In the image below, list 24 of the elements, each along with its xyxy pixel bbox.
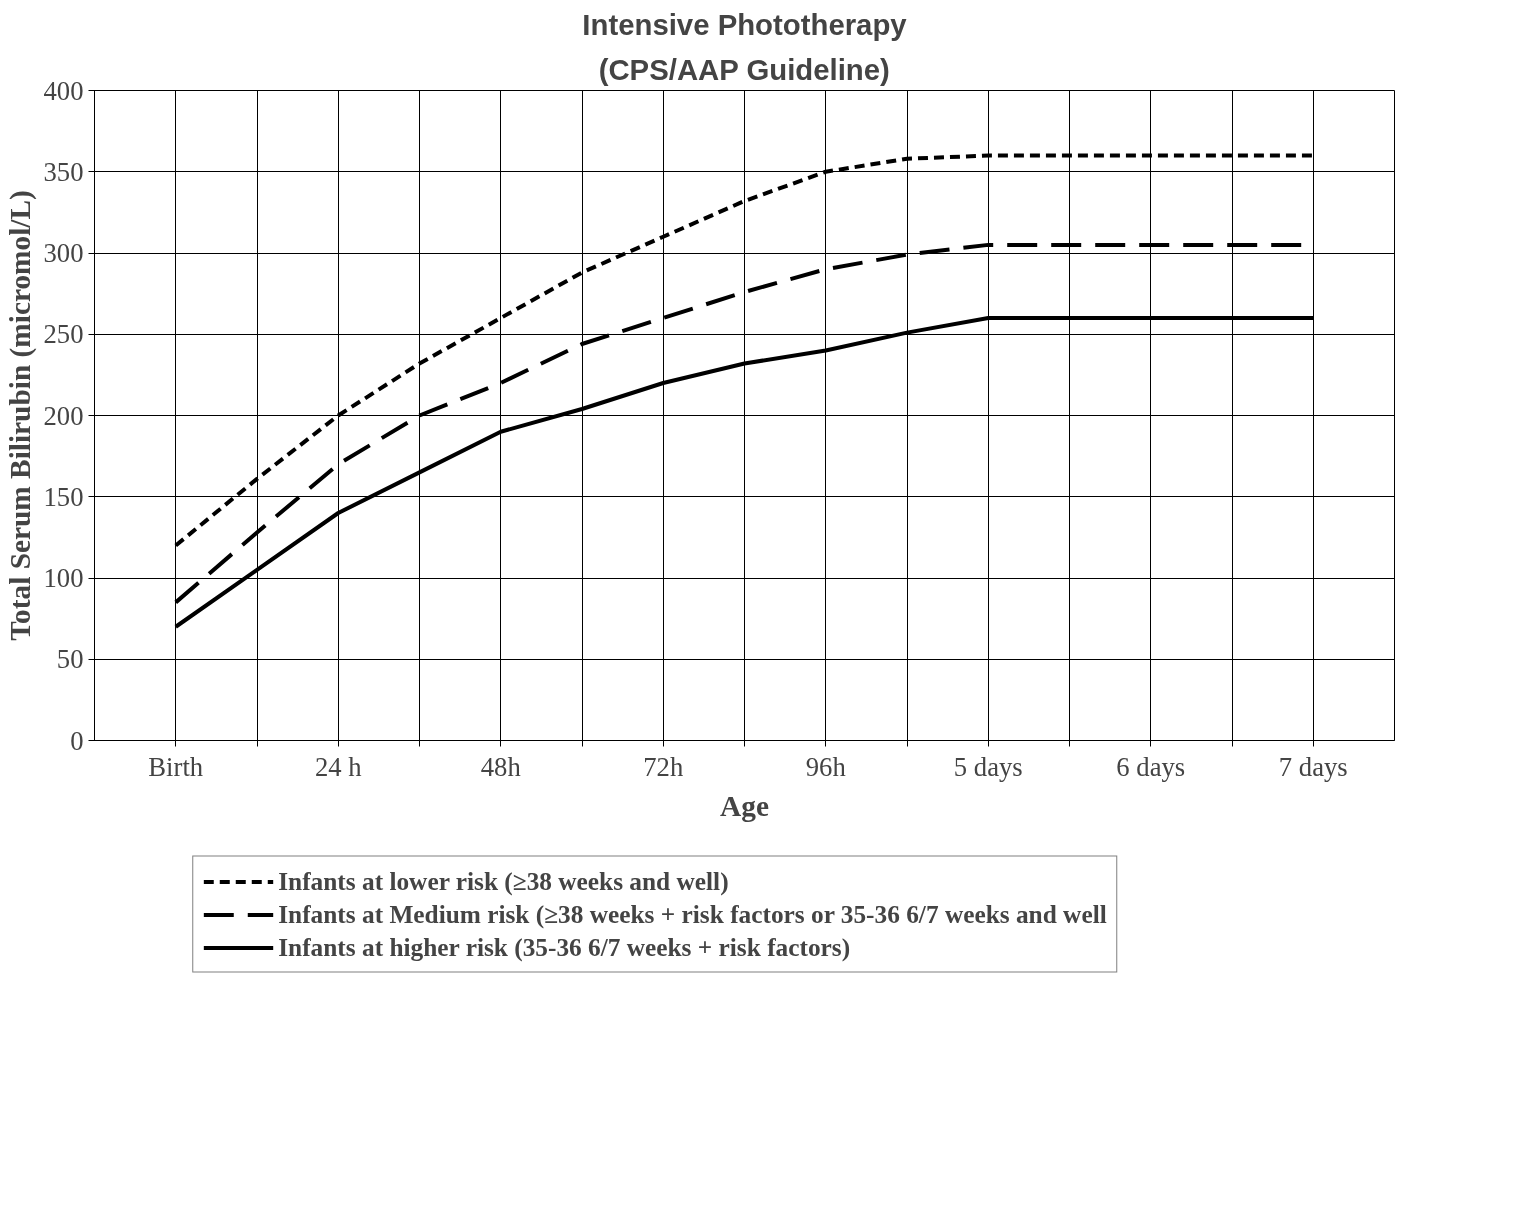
y-tick-label: 350 — [43, 156, 84, 187]
y-tick-label: 250 — [43, 319, 84, 350]
y-tick-label: 200 — [43, 400, 84, 431]
legend-label: Infants at lower risk (≥38 weeks and well) — [278, 866, 729, 896]
y-axis-title: Total Serum Bilirubin (micromol/L) — [3, 190, 37, 641]
chart-subtitle: (CPS/AAP Guideline) — [598, 52, 890, 86]
y-tick-label: 50 — [56, 644, 84, 675]
x-tick-label: 72h — [643, 751, 684, 782]
x-tick-label: 96h — [805, 751, 846, 782]
x-tick-label: 24 h — [314, 751, 362, 782]
x-tick-label: 7 days — [1278, 751, 1348, 782]
x-tick-label: Birth — [148, 751, 204, 782]
y-tick-label: 300 — [43, 238, 84, 268]
x-tick-label: 48h — [480, 751, 521, 782]
x-tick-label: 6 days — [1116, 751, 1186, 782]
x-axis-title: Age — [720, 789, 769, 822]
x-tick-label: 5 days — [953, 751, 1023, 782]
y-tick-label: 0 — [70, 725, 84, 756]
y-tick-label: 150 — [43, 481, 84, 512]
y-tick-label: 100 — [43, 563, 84, 593]
legend-label: Infants at Medium risk (≥38 weeks + risk factors or 35-36 6/7 weeks and well — [278, 899, 1107, 929]
y-tick-label: 400 — [43, 75, 84, 106]
chart-title: Intensive Phototherapy — [582, 7, 908, 41]
legend-label: Infants at higher risk (35-36 6/7 weeks + risk factors) — [278, 932, 851, 962]
